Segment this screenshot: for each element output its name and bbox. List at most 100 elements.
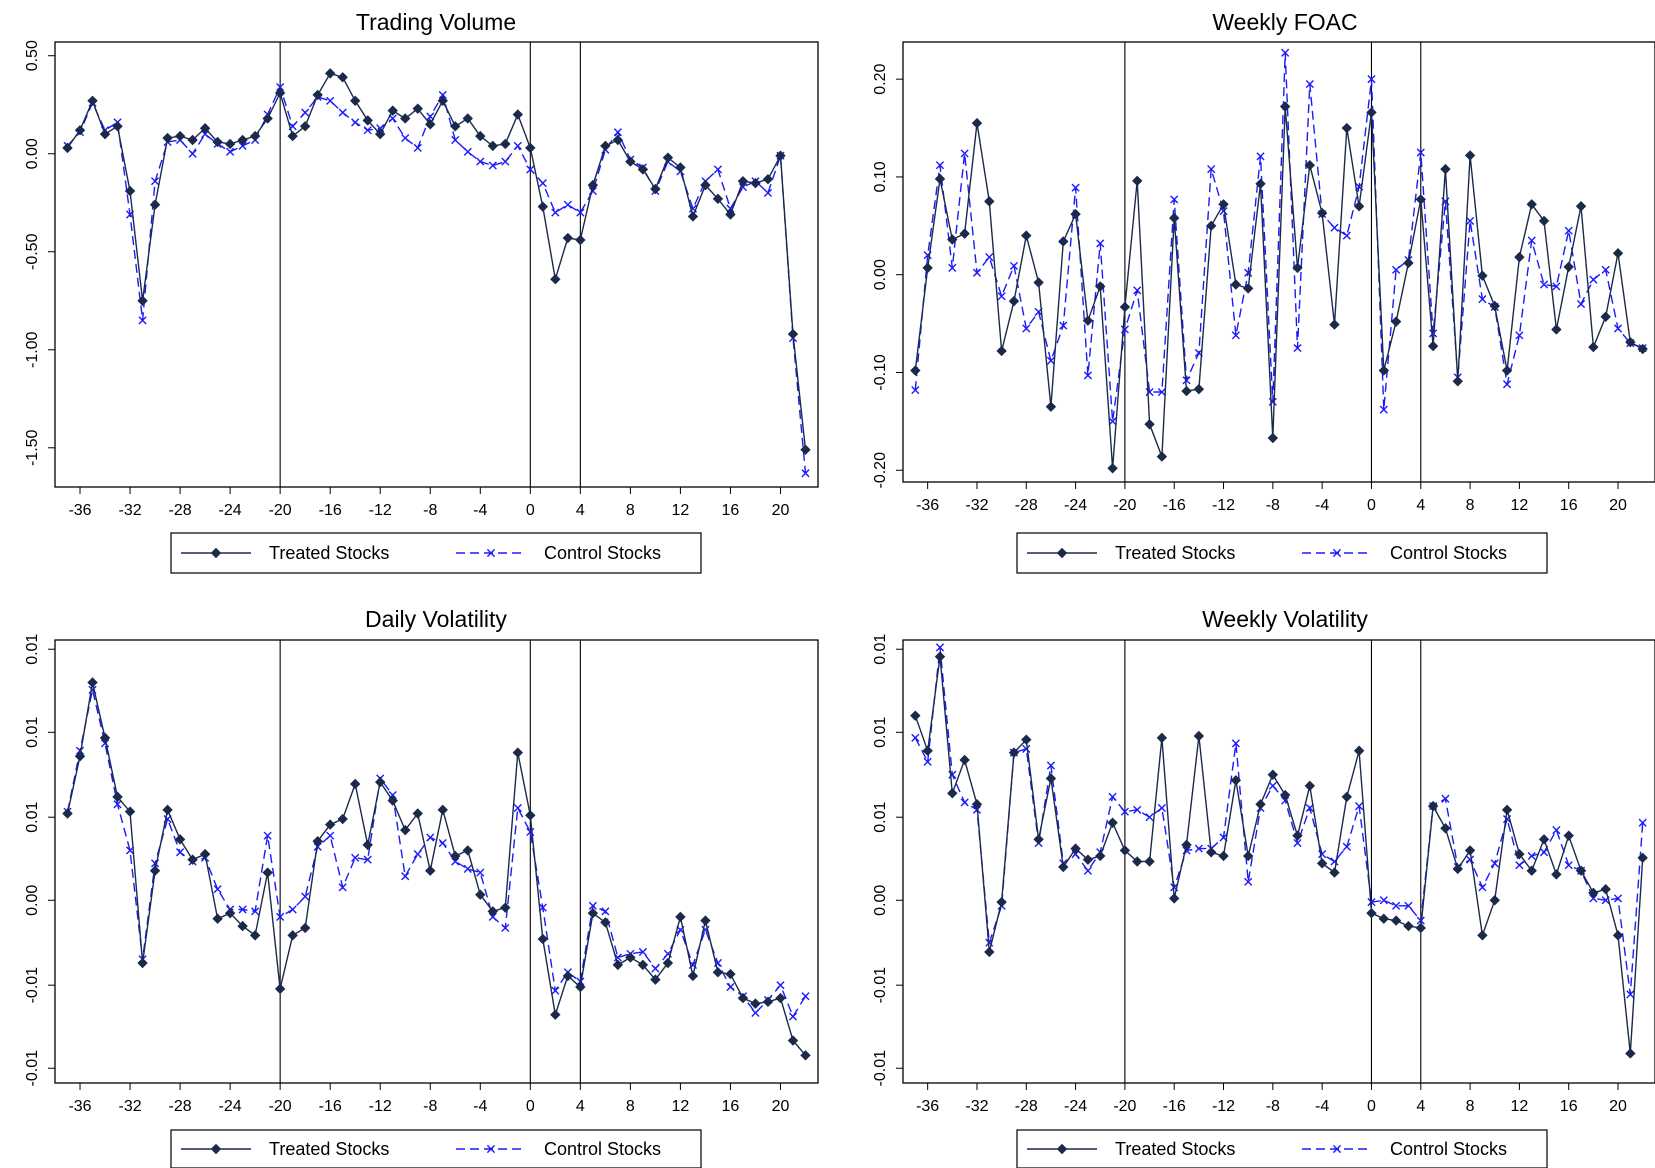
y-tick-label: -0.10 <box>872 354 889 391</box>
data-point <box>1193 383 1205 395</box>
legend-label-treated: Treated Stocks <box>269 543 389 563</box>
legend-box <box>1016 532 1548 574</box>
data-point <box>1477 270 1488 281</box>
data-point <box>1045 401 1057 412</box>
data-point <box>1021 734 1032 745</box>
data-point <box>726 982 735 992</box>
data-point <box>1169 893 1180 904</box>
data-point <box>1256 152 1265 161</box>
y-tick-label: 0.00 <box>872 259 889 290</box>
x-tick-label: -36 <box>916 497 939 514</box>
data-point <box>625 156 636 167</box>
x-tick-label: -32 <box>118 502 141 519</box>
data-point <box>1022 324 1031 333</box>
x-tick-label: 0 <box>1367 497 1376 514</box>
legend-label-control: Control Stocks <box>1390 1139 1507 1159</box>
data-point <box>175 848 185 857</box>
data-point <box>149 865 161 876</box>
data-point <box>1551 324 1562 335</box>
x-tick-label: 16 <box>722 502 740 519</box>
data-point <box>1551 869 1562 880</box>
data-point <box>751 1008 760 1017</box>
data-point <box>612 959 624 971</box>
data-point <box>934 651 946 662</box>
data-point <box>1230 279 1242 290</box>
data-point <box>587 179 599 191</box>
data-point <box>1527 236 1536 245</box>
data-point <box>226 147 235 156</box>
data-point <box>910 710 921 721</box>
data-point <box>187 854 198 865</box>
legend-label-control: Control Stocks <box>1390 543 1507 563</box>
data-point <box>1638 818 1647 827</box>
data-point <box>113 800 122 809</box>
data-point <box>1392 901 1401 910</box>
data-point <box>487 906 498 917</box>
data-point <box>725 968 736 980</box>
data-point <box>1429 329 1438 338</box>
chart-panel-4: Weekly Volatility -36 -32 -28 -24 -20 -16 -12 -8… <box>872 606 1655 1168</box>
data-point <box>587 907 599 919</box>
y-tick-label: -0.01 <box>24 1050 41 1087</box>
data-point <box>1157 387 1166 397</box>
x-tick-label: -4 <box>1315 1098 1329 1115</box>
data-point <box>375 128 386 140</box>
data-point <box>87 95 98 107</box>
series-treated <box>910 651 1648 1059</box>
legend-marker-treated <box>1056 547 1068 559</box>
data-point <box>476 868 485 877</box>
data-point <box>475 130 486 142</box>
data-point <box>400 113 411 124</box>
data-point <box>1231 331 1240 340</box>
data-point <box>1464 150 1476 161</box>
data-point <box>1366 907 1377 919</box>
data-point <box>1205 220 1217 232</box>
data-point <box>326 96 335 105</box>
data-point <box>1181 839 1192 851</box>
x-tick-label: 0 <box>526 1098 535 1115</box>
x-tick-label: 20 <box>1609 1098 1627 1115</box>
data-point <box>551 208 560 217</box>
data-point <box>1046 356 1056 365</box>
data-point <box>1378 365 1389 376</box>
x-tick-label: 0 <box>1367 1098 1376 1115</box>
data-point <box>737 175 749 187</box>
data-point <box>74 125 86 136</box>
data-point <box>212 136 223 148</box>
legend-marker-control <box>486 1144 496 1154</box>
data-point <box>1612 247 1624 259</box>
data-point <box>1601 265 1610 274</box>
legend: Treated Stocks Control Stocks <box>170 532 702 574</box>
data-point <box>262 867 273 878</box>
data-point <box>149 199 161 210</box>
data-point <box>1403 257 1414 269</box>
x-tick-label: -4 <box>473 502 487 519</box>
data-point <box>124 806 136 817</box>
data-point <box>1341 122 1353 134</box>
series-control <box>63 685 810 1021</box>
data-point <box>1182 376 1191 385</box>
x-tick-label: -20 <box>269 1098 292 1115</box>
data-point <box>425 865 436 876</box>
x-tick-label: -16 <box>319 1098 342 1115</box>
series-treated <box>910 101 1648 474</box>
data-point <box>1501 365 1513 376</box>
data-point <box>1501 804 1513 816</box>
plot-frame <box>902 639 1655 1084</box>
y-tick-label: -0.01 <box>872 967 889 1004</box>
x-tick-label: 12 <box>1510 1098 1528 1115</box>
x-tick-label: -28 <box>169 1098 192 1115</box>
x-tick-label: -36 <box>68 502 91 519</box>
y-tick-label: 0.00 <box>24 138 41 169</box>
data-point <box>700 179 711 191</box>
legend-label-treated: Treated Stocks <box>269 1139 389 1159</box>
data-point <box>1230 775 1242 786</box>
data-point <box>312 89 323 101</box>
x-tick-label: 4 <box>1416 1098 1425 1115</box>
data-point <box>1255 178 1266 189</box>
data-point <box>450 121 461 132</box>
data-point <box>1096 239 1105 248</box>
data-point <box>934 173 946 185</box>
data-point <box>1564 861 1573 870</box>
